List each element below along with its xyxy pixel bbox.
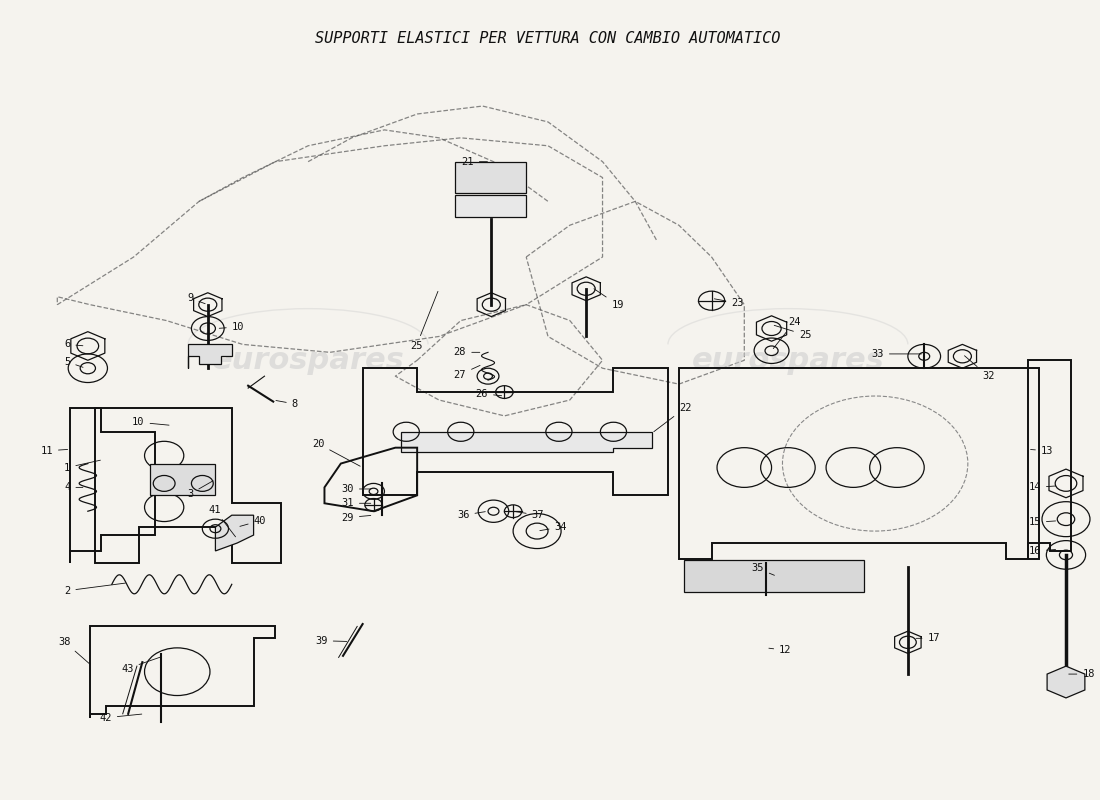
Text: 13: 13 xyxy=(1031,446,1054,456)
Text: 3: 3 xyxy=(187,481,213,498)
Text: 33: 33 xyxy=(871,349,922,359)
Text: 21: 21 xyxy=(461,157,487,166)
Text: 24: 24 xyxy=(773,317,801,349)
Text: 35: 35 xyxy=(751,563,774,575)
Text: eurospares: eurospares xyxy=(211,346,405,374)
Text: 5: 5 xyxy=(64,357,82,367)
Polygon shape xyxy=(1047,666,1085,698)
Text: eurospares: eurospares xyxy=(692,346,884,374)
Polygon shape xyxy=(455,195,526,218)
Polygon shape xyxy=(216,515,254,551)
Text: 23: 23 xyxy=(714,298,744,308)
Text: 25: 25 xyxy=(410,291,438,351)
Text: 27: 27 xyxy=(453,366,480,379)
Text: 34: 34 xyxy=(540,522,568,532)
Polygon shape xyxy=(150,463,216,495)
Text: 19: 19 xyxy=(594,289,624,310)
Text: SUPPORTI ELASTICI PER VETTURA CON CAMBIO AUTOMATICO: SUPPORTI ELASTICI PER VETTURA CON CAMBIO… xyxy=(316,30,781,46)
Polygon shape xyxy=(684,561,865,592)
Text: 16: 16 xyxy=(1028,546,1056,556)
Text: 32: 32 xyxy=(965,356,994,381)
Text: 26: 26 xyxy=(475,389,502,398)
Text: 1: 1 xyxy=(64,460,100,473)
Text: 31: 31 xyxy=(341,498,371,508)
Text: 12: 12 xyxy=(769,646,792,655)
Text: 30: 30 xyxy=(341,484,371,494)
Text: 40: 40 xyxy=(240,516,266,526)
Text: 17: 17 xyxy=(916,634,940,643)
Text: 6: 6 xyxy=(64,339,82,350)
Text: 2: 2 xyxy=(64,583,125,596)
Text: 41: 41 xyxy=(208,505,235,537)
Text: 37: 37 xyxy=(516,510,544,520)
Text: 22: 22 xyxy=(653,403,692,432)
Text: 42: 42 xyxy=(99,713,142,722)
Polygon shape xyxy=(455,162,526,194)
Text: 9: 9 xyxy=(187,294,206,304)
Text: 25: 25 xyxy=(774,326,812,340)
Text: 14: 14 xyxy=(1028,482,1056,492)
Text: 29: 29 xyxy=(341,513,371,522)
Text: 10: 10 xyxy=(132,418,169,427)
Polygon shape xyxy=(400,432,651,452)
Text: 20: 20 xyxy=(312,438,360,466)
Text: 15: 15 xyxy=(1028,518,1056,527)
Text: 8: 8 xyxy=(276,399,298,409)
Text: 39: 39 xyxy=(316,636,346,646)
Text: 28: 28 xyxy=(453,347,480,358)
Text: 36: 36 xyxy=(456,510,485,520)
Text: 18: 18 xyxy=(1069,669,1094,679)
Text: 38: 38 xyxy=(58,637,90,664)
Text: 43: 43 xyxy=(121,657,162,674)
Text: 11: 11 xyxy=(41,446,67,456)
Polygon shape xyxy=(188,344,232,368)
Text: 4: 4 xyxy=(64,482,82,492)
Text: 10: 10 xyxy=(219,322,244,332)
